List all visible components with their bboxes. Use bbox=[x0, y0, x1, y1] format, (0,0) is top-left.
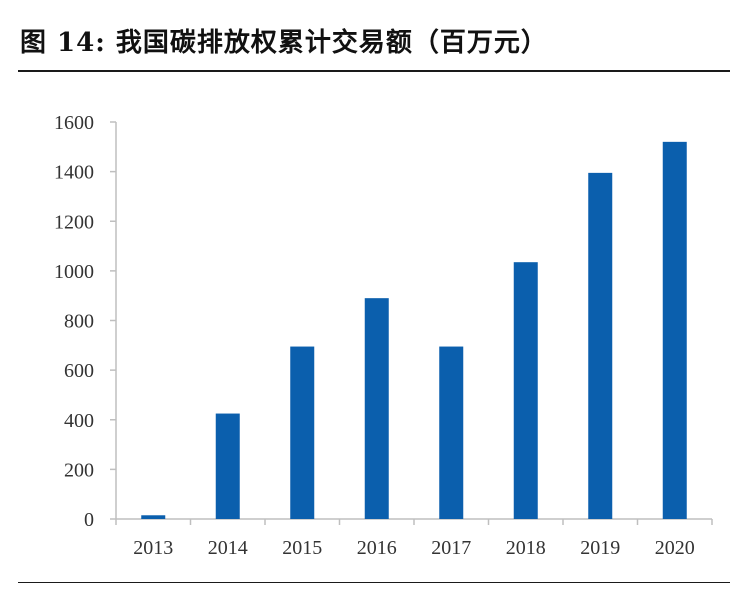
bar-2020 bbox=[662, 141, 687, 519]
y-tick-label: 1000 bbox=[54, 261, 94, 283]
y-tick-label: 600 bbox=[64, 360, 94, 382]
x-tick-label: 2013 bbox=[133, 537, 173, 559]
x-tick-label: 2020 bbox=[655, 537, 695, 559]
y-tick-label: 800 bbox=[64, 311, 94, 333]
y-tick-label: 0 bbox=[84, 509, 94, 531]
bar-2014 bbox=[215, 413, 240, 519]
bottom-rule bbox=[18, 582, 730, 583]
bar-2013 bbox=[141, 515, 166, 519]
x-tick-label: 2018 bbox=[506, 537, 546, 559]
x-tick-label: 2017 bbox=[431, 537, 471, 559]
y-tick-label: 1400 bbox=[54, 162, 94, 184]
x-axis: 2013 2014 2015 2016 2017 2018 2019 2020 bbox=[115, 518, 713, 559]
bar-2016 bbox=[364, 298, 389, 519]
y-tick-label: 200 bbox=[64, 459, 94, 481]
bar-2019 bbox=[588, 172, 613, 519]
bars bbox=[141, 141, 687, 519]
y-axis: 0 200 400 600 800 1000 1200 1400 1600 bbox=[54, 112, 117, 531]
x-tick-label: 2014 bbox=[208, 537, 248, 559]
x-tick-label: 2016 bbox=[357, 537, 397, 559]
bar-2017 bbox=[439, 346, 464, 519]
top-rule bbox=[18, 70, 730, 72]
y-tick-label: 400 bbox=[64, 410, 94, 432]
bar-2015 bbox=[290, 346, 315, 519]
x-tick-label: 2015 bbox=[282, 537, 322, 559]
x-tick-label: 2019 bbox=[580, 537, 620, 559]
bar-2018 bbox=[513, 262, 538, 519]
y-tick-label: 1200 bbox=[54, 211, 94, 233]
y-tick-label: 1600 bbox=[54, 112, 94, 134]
figure-title: 图 14: 我国碳排放权累计交易额（百万元） bbox=[20, 28, 548, 58]
